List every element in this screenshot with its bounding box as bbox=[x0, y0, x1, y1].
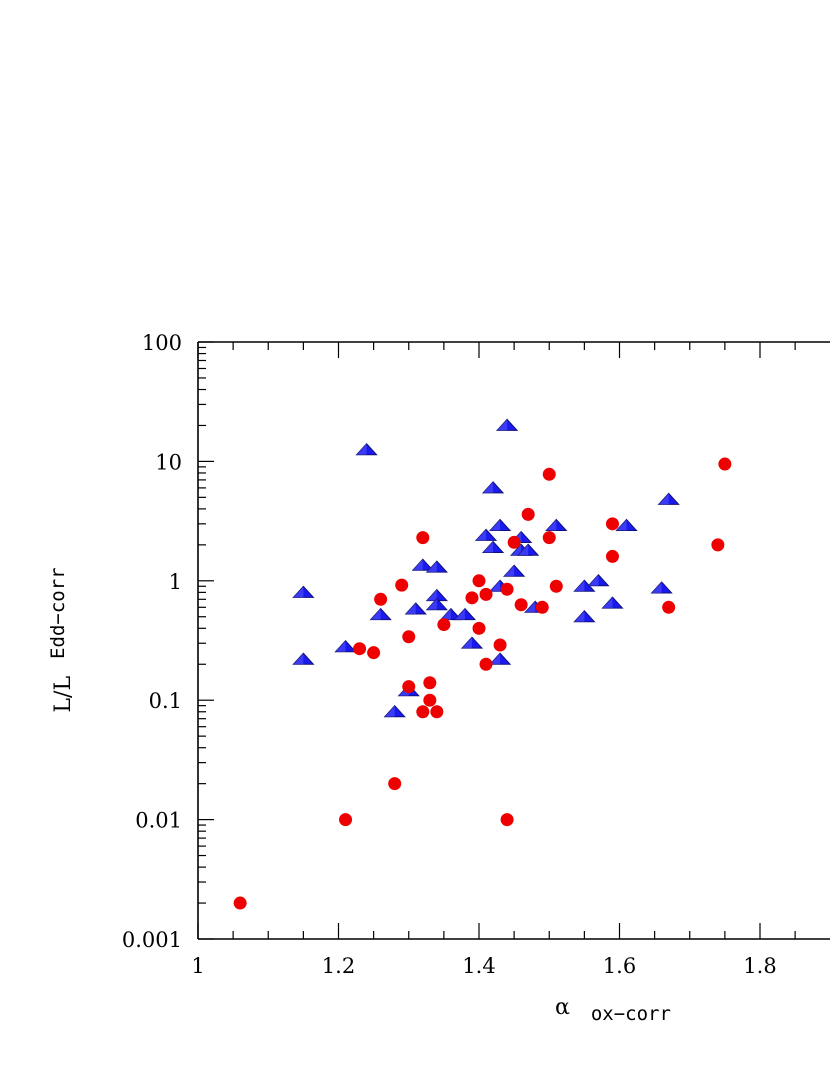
circle-point bbox=[339, 813, 353, 827]
triangle-point bbox=[355, 443, 378, 456]
circle-point bbox=[549, 579, 563, 593]
triangle-point bbox=[292, 652, 315, 665]
x-axis-title-symbol: α bbox=[555, 995, 570, 1020]
circle-point bbox=[416, 705, 430, 719]
circle-point bbox=[605, 549, 619, 563]
triangle-point bbox=[502, 564, 526, 577]
y-axis-title-subscript: Edd−corr bbox=[47, 567, 69, 659]
y-axis-title-main: L/L bbox=[51, 676, 76, 713]
circle-point bbox=[388, 777, 402, 791]
circle-point bbox=[423, 676, 437, 690]
x-axis-title-subscript: ox−corr bbox=[591, 1003, 671, 1025]
x-axis-title: α ox−corr bbox=[555, 995, 671, 1025]
circle-point bbox=[437, 618, 451, 632]
triangle-point bbox=[425, 597, 448, 611]
triangle-point bbox=[488, 652, 512, 665]
circle-point bbox=[402, 630, 416, 644]
circle-point bbox=[542, 467, 556, 481]
circle-point bbox=[711, 538, 725, 552]
circle-point bbox=[416, 531, 430, 545]
y-tick-label: 0.1 bbox=[149, 689, 182, 713]
y-tick-label: 100 bbox=[142, 331, 182, 355]
circle-point bbox=[521, 507, 535, 521]
triangle-point bbox=[587, 574, 610, 587]
circle-point bbox=[514, 598, 528, 612]
circle-point bbox=[535, 600, 549, 614]
circle-point bbox=[718, 457, 732, 471]
circle-point bbox=[542, 531, 556, 545]
triangle-point bbox=[369, 607, 392, 621]
triangle-point bbox=[573, 609, 596, 623]
x-tick-label: 1.4 bbox=[462, 954, 495, 978]
ticks bbox=[197, 341, 796, 940]
circle-point bbox=[472, 621, 486, 635]
triangle-point bbox=[657, 492, 680, 505]
circle-point bbox=[493, 638, 507, 652]
triangle-point bbox=[481, 481, 505, 494]
triangle-point bbox=[495, 418, 519, 431]
x-tick-label: 1.2 bbox=[322, 954, 355, 978]
circle-point bbox=[662, 600, 676, 614]
triangle-point bbox=[404, 602, 427, 615]
circle-point bbox=[479, 587, 493, 601]
triangle-point bbox=[425, 560, 448, 573]
circle-point bbox=[500, 813, 514, 827]
triangle-point bbox=[615, 518, 638, 532]
circle-point bbox=[402, 680, 416, 694]
circle-point bbox=[374, 592, 388, 606]
circle-point bbox=[507, 535, 521, 549]
circle-point bbox=[353, 642, 367, 656]
triangle-point bbox=[481, 540, 505, 553]
data-points bbox=[233, 418, 732, 910]
triangle-point bbox=[517, 543, 540, 556]
triangle-point bbox=[453, 607, 477, 621]
triangle-point bbox=[488, 518, 512, 532]
circle-point bbox=[367, 646, 381, 660]
x-tick-label: 1.6 bbox=[603, 954, 636, 978]
triangle-point bbox=[545, 518, 568, 532]
circle-point bbox=[430, 705, 444, 719]
y-axis-title: L/L Edd−corr bbox=[47, 567, 76, 712]
circle-point bbox=[465, 591, 479, 605]
triangle-point bbox=[292, 585, 315, 598]
circle-point bbox=[479, 657, 493, 671]
circle-point bbox=[605, 517, 619, 531]
triangle-point bbox=[650, 581, 673, 594]
triangle-point bbox=[383, 704, 406, 718]
axes bbox=[197, 341, 830, 940]
triangle-point bbox=[411, 558, 434, 571]
triangle-point bbox=[474, 528, 498, 541]
triangle-point bbox=[601, 596, 624, 609]
y-tick-label: 1 bbox=[169, 570, 182, 594]
circle-point bbox=[500, 582, 514, 596]
triangle-point bbox=[460, 636, 484, 649]
circle-point bbox=[233, 896, 247, 910]
triangle-point bbox=[334, 640, 357, 653]
x-tick-label: 1.8 bbox=[743, 954, 776, 978]
x-tick-label: 1 bbox=[191, 954, 204, 978]
tick-labels: 1 1.2 1.4 1.6 1.8 0.001 0.01 0.1 1 10 100 bbox=[122, 331, 777, 978]
circle-point bbox=[472, 574, 486, 588]
circle-point bbox=[423, 693, 437, 707]
y-tick-label: 0.001 bbox=[122, 928, 182, 952]
y-tick-label: 10 bbox=[155, 450, 182, 474]
y-tick-label: 0.01 bbox=[135, 809, 182, 833]
circle-point bbox=[395, 578, 409, 592]
triangle-point bbox=[439, 607, 463, 621]
